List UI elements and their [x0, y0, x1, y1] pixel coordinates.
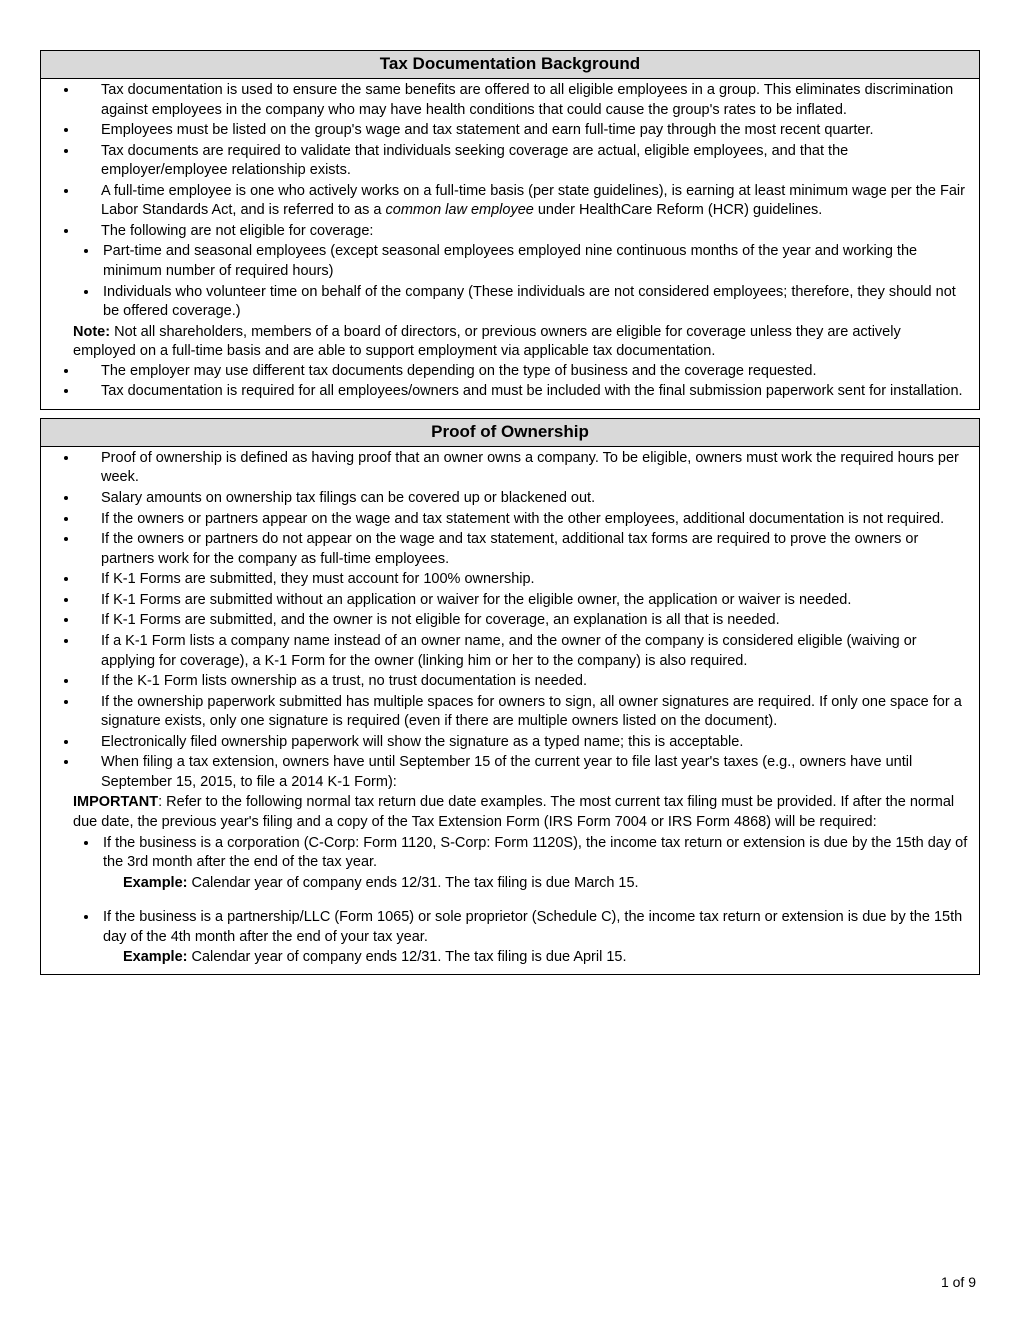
sub-bullet-item: Part-time and seasonal employees (except… — [99, 242, 969, 281]
bullet-item: A full-time employee is one who actively… — [79, 182, 969, 221]
bullet-item: Tax documentation is used to ensure the … — [79, 81, 969, 120]
section-body: Proof of ownership is defined as having … — [41, 447, 979, 974]
bullet-item: If a K-1 Form lists a company name inste… — [79, 632, 969, 671]
bullet-item: Proof of ownership is defined as having … — [79, 449, 969, 488]
bullet-list: Proof of ownership is defined as having … — [51, 449, 969, 793]
example-text: Example: Calendar year of company ends 1… — [123, 948, 963, 968]
bullet-item: Tax documentation is required for all em… — [79, 382, 969, 402]
bullet-item: Electronically filed ownership paperwork… — [79, 733, 969, 753]
bullet-item: If the ownership paperwork submitted has… — [79, 693, 969, 732]
example-text: Example: Calendar year of company ends 1… — [123, 874, 963, 894]
bullet-item: When filing a tax extension, owners have… — [79, 753, 969, 792]
sub-bullet-list: If the business is a corporation (C-Corp… — [51, 834, 969, 873]
spacer — [51, 893, 969, 907]
section-header: Proof of Ownership — [41, 419, 979, 447]
bullet-item: Employees must be listed on the group's … — [79, 121, 969, 141]
bullet-item: If the owners or partners appear on the … — [79, 510, 969, 530]
bullet-item: The employer may use different tax docum… — [79, 362, 969, 382]
bullet-list: Tax documentation is used to ensure the … — [51, 81, 969, 242]
bullet-item: If K-1 Forms are submitted without an ap… — [79, 591, 969, 611]
page-number: 1 of 9 — [941, 1273, 976, 1292]
note-text: Note: Not all shareholders, members of a… — [73, 323, 963, 362]
sub-bullet-item: If the business is a corporation (C-Corp… — [99, 834, 969, 873]
note-text: IMPORTANT: Refer to the following normal… — [73, 793, 963, 832]
sub-bullet-list: Part-time and seasonal employees (except… — [51, 242, 969, 321]
section-box: Proof of OwnershipProof of ownership is … — [40, 418, 980, 975]
bullet-item: If K-1 Forms are submitted, they must ac… — [79, 570, 969, 590]
sub-bullet-item: Individuals who volunteer time on behalf… — [99, 283, 969, 322]
bullet-list: The employer may use different tax docum… — [51, 362, 969, 402]
sub-bullet-list: If the business is a partnership/LLC (Fo… — [51, 908, 969, 947]
bullet-item: If the K-1 Form lists ownership as a tru… — [79, 672, 969, 692]
section-body: Tax documentation is used to ensure the … — [41, 79, 979, 409]
section-box: Tax Documentation BackgroundTax document… — [40, 50, 980, 410]
bullet-item: The following are not eligible for cover… — [79, 222, 969, 242]
section-header: Tax Documentation Background — [41, 51, 979, 79]
bullet-item: If K-1 Forms are submitted, and the owne… — [79, 611, 969, 631]
bullet-item: Tax documents are required to validate t… — [79, 142, 969, 181]
bullet-item: If the owners or partners do not appear … — [79, 530, 969, 569]
sub-bullet-item: If the business is a partnership/LLC (Fo… — [99, 908, 969, 947]
bullet-item: Salary amounts on ownership tax filings … — [79, 489, 969, 509]
